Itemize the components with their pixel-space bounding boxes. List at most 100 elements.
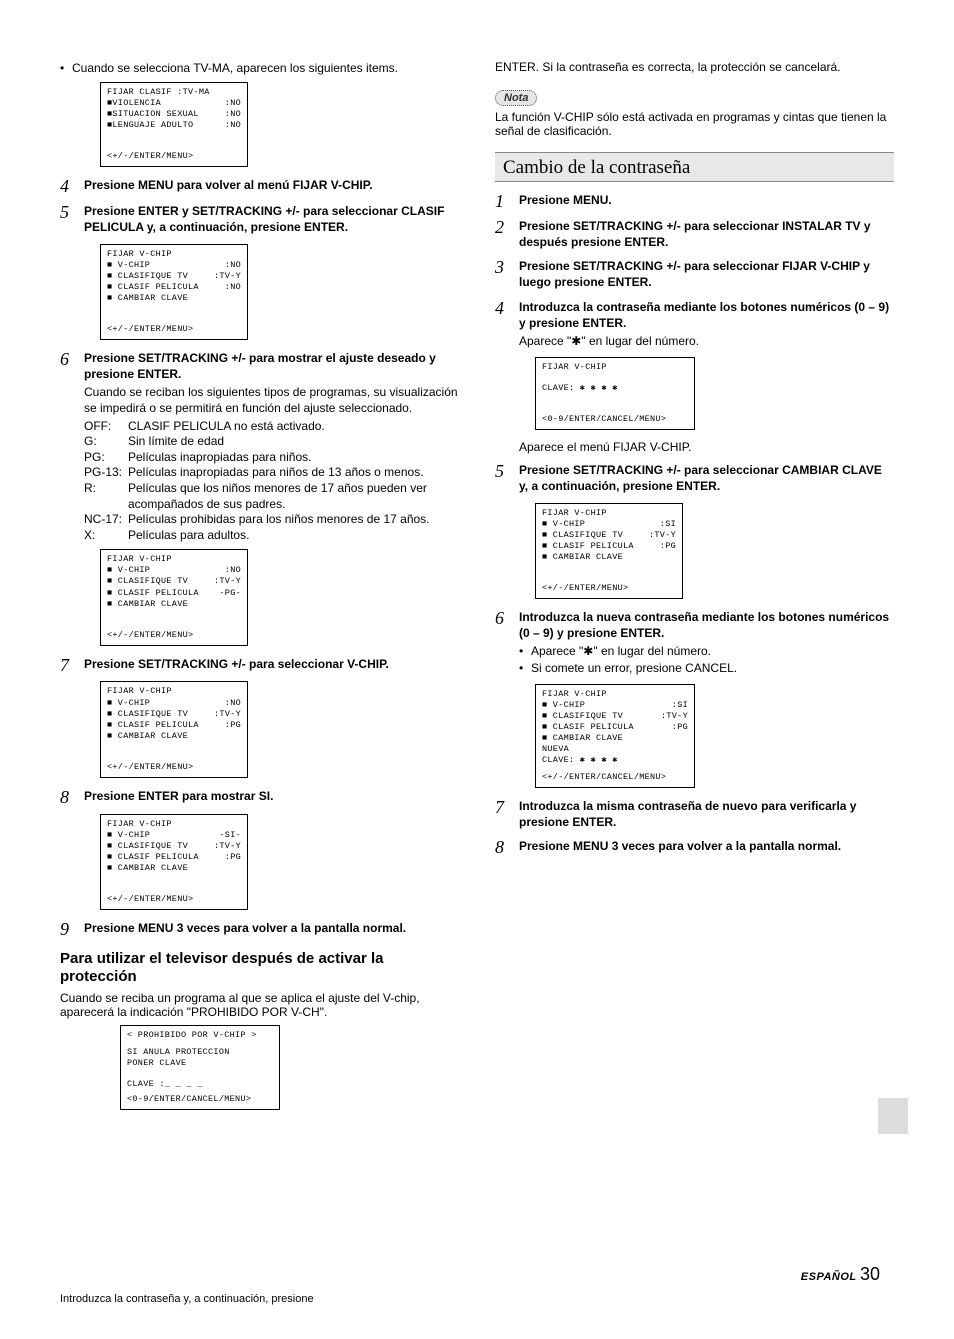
step-number: 6 xyxy=(495,609,519,678)
menu-title: FIJAR V-CHIP xyxy=(542,508,676,519)
step-title: Presione ENTER para mostrar SI. xyxy=(84,788,459,804)
step-title: Presione SET/TRACKING +/- para seleccion… xyxy=(519,462,894,494)
step-9: 9 Presione MENU 3 veces para volver a la… xyxy=(60,920,459,940)
rating-row: PG:Películas inapropiadas para niños. xyxy=(84,450,459,466)
after4-para: Aparece el menú FIJAR V-CHIP. xyxy=(519,440,894,454)
intro-bullet: • Cuando se selecciona TV-MA, aparecen l… xyxy=(60,60,459,76)
menu-row: ■ V-CHIP-SI- xyxy=(107,830,241,841)
menu-title: FIJAR V-CHIP xyxy=(107,249,241,260)
rating-row: NC-17:Películas prohibidas para los niño… xyxy=(84,512,459,528)
menu-footer: <+/-/ENTER/MENU> xyxy=(542,583,676,594)
r-step-5: 5 Presione SET/TRACKING +/- para selecci… xyxy=(495,462,894,496)
menu-title: FIJAR V-CHIP xyxy=(542,362,688,373)
sub-para: Cuando se reciba un programa al que se a… xyxy=(60,991,459,1019)
menu-title: FIJAR V-CHIP xyxy=(107,554,241,565)
rating-row: R:Películas que los niños menores de 17 … xyxy=(84,481,459,512)
menu-row: ■ CLASIFIQUE TV:TV-Y xyxy=(542,711,688,722)
menu-row: ■ CAMBIAR CLAVE xyxy=(107,863,241,874)
menu-footer: <0-9/ENTER/CANCEL/MENU> xyxy=(127,1094,273,1105)
menu-row: ■ CLASIF PELICULA:PG xyxy=(107,720,241,731)
r-step-3: 3 Presione SET/TRACKING +/- para selecci… xyxy=(495,258,894,292)
step-title: Presione SET/TRACKING +/- para mostrar e… xyxy=(84,350,459,382)
step-number: 8 xyxy=(495,838,519,858)
r-step-4: 4 Introduzca la contraseña mediante los … xyxy=(495,299,894,352)
intro-text: Cuando se selecciona TV-MA, aparecen los… xyxy=(72,60,398,76)
step-number: 5 xyxy=(60,203,84,237)
footer-continuation: Introduzca la contraseña y, a continuaci… xyxy=(60,1293,314,1305)
rating-row: PG-13:Películas inapropiadas para niños … xyxy=(84,465,459,481)
step-5: 5 Presione ENTER y SET/TRACKING +/- para… xyxy=(60,203,459,237)
menu-row: ■ CAMBIAR CLAVE xyxy=(107,731,241,742)
menu-footer: <0-9/ENTER/CANCEL/MENU> xyxy=(542,414,688,425)
menu-row: ■ CLASIF PELICULA:PG xyxy=(542,722,688,733)
step-number: 9 xyxy=(60,920,84,940)
cont-para: ENTER. Si la contraseña es correcta, la … xyxy=(495,60,894,74)
page-language: ESPAÑOL xyxy=(801,1271,857,1283)
step-title: Presione MENU 3 veces para volver a la p… xyxy=(519,838,894,854)
menu-row: ■ CLASIFIQUE TV:TV-Y xyxy=(107,709,241,720)
rating-row: OFF:CLASIF PELICULA no está activado. xyxy=(84,419,459,435)
menu-footer: <+/-/ENTER/MENU> xyxy=(107,151,241,162)
menu-clave: FIJAR V-CHIP CLAVE: ✱ ✱ ✱ ✱ <0-9/ENTER/C… xyxy=(535,357,695,430)
menu-prohibido: < PROHIBIDO POR V-CHIP > SI ANULA PROTEC… xyxy=(120,1025,280,1110)
menu-row: ■SITUACION SEXUAL:NO xyxy=(107,109,241,120)
step-number: 4 xyxy=(60,177,84,197)
step-6: 6 Presione SET/TRACKING +/- para mostrar… xyxy=(60,350,459,544)
menu-row: ■ CLASIFIQUE TV:TV-Y xyxy=(107,271,241,282)
bullet-dot-icon: • xyxy=(60,60,72,76)
r-step-2: 2 Presione SET/TRACKING +/- para selecci… xyxy=(495,218,894,252)
step-title: Introduzca la misma contraseña de nuevo … xyxy=(519,798,894,830)
menu-row: ■LENGUAJE ADULTO:NO xyxy=(107,120,241,131)
menu-row: ■ CLASIFIQUE TV:TV-Y xyxy=(542,530,676,541)
menu-footer: <+/-/ENTER/MENU> xyxy=(107,630,241,641)
step-title: Introduzca la nueva contraseña mediante … xyxy=(519,609,894,641)
step-4: 4 Presione MENU para volver al menú FIJA… xyxy=(60,177,459,197)
step-number: 2 xyxy=(495,218,519,252)
menu-row: ■ CLASIF PELICULA-PG- xyxy=(107,588,241,599)
step-title: Presione SET/TRACKING +/- para seleccion… xyxy=(519,258,894,290)
menu-footer: <+/-/ENTER/MENU> xyxy=(107,762,241,773)
menu-row: ■ CLASIF PELICULA:PG xyxy=(107,852,241,863)
bullet-dot-icon: • xyxy=(519,660,531,676)
menu-row: ■ V-CHIP:NO xyxy=(107,565,241,576)
menu-line: NUEVA xyxy=(542,744,688,755)
menu-title: FIJAR V-CHIP xyxy=(107,819,241,830)
menu-row: ■ V-CHIP:SI xyxy=(542,519,676,530)
menu-row: ■ CAMBIAR CLAVE xyxy=(542,733,688,744)
menu-step7: FIJAR V-CHIP ■ V-CHIP:NO ■ CLASIFIQUE TV… xyxy=(100,681,248,777)
step-title: Introduzca la contraseña mediante los bo… xyxy=(519,299,894,331)
menu-line: CLAVE: ✱ ✱ ✱ ✱ xyxy=(542,755,688,766)
step-number: 4 xyxy=(495,299,519,352)
menu-row: ■VIOLENCIA:NO xyxy=(107,98,241,109)
scan-artifact xyxy=(878,1098,908,1134)
left-column: • Cuando se selecciona TV-MA, aparecen l… xyxy=(60,60,459,1120)
step-para: Aparece "✱" en lugar del número. xyxy=(519,333,894,349)
page-number: 30 xyxy=(860,1264,880,1284)
sub-bullet: •Aparece "✱" en lugar del número. xyxy=(519,643,894,659)
rating-row: G:Sin límite de edad xyxy=(84,434,459,450)
menu-line: CLAVE :_ _ _ _ xyxy=(127,1079,273,1090)
step-title: Presione MENU. xyxy=(519,192,894,208)
r-step-6: 6 Introduzca la nueva contraseña mediant… xyxy=(495,609,894,678)
note-label: Nota xyxy=(495,90,537,106)
step-title: Presione ENTER y SET/TRACKING +/- para s… xyxy=(84,203,459,235)
section-banner: Cambio de la contraseña xyxy=(495,152,894,182)
note-para: La función V-CHIP sólo está activada en … xyxy=(495,110,894,138)
step-number: 5 xyxy=(495,462,519,496)
bullet-dot-icon: • xyxy=(519,643,531,659)
step-title: Presione MENU 3 veces para volver a la p… xyxy=(84,920,459,936)
menu-footer: <+/-/ENTER/CANCEL/MENU> xyxy=(542,772,688,783)
menu-line: < PROHIBIDO POR V-CHIP > xyxy=(127,1030,273,1041)
menu-line: PONER CLAVE xyxy=(127,1058,273,1069)
step-title: Presione MENU para volver al menú FIJAR … xyxy=(84,177,459,193)
menu-title: FIJAR V-CHIP xyxy=(107,686,241,697)
menu-line: CLAVE: ✱ ✱ ✱ ✱ xyxy=(542,383,688,394)
menu-step6: FIJAR V-CHIP ■ V-CHIP:NO ■ CLASIFIQUE TV… xyxy=(100,549,248,645)
menu-step8: FIJAR V-CHIP ■ V-CHIP-SI- ■ CLASIFIQUE T… xyxy=(100,814,248,910)
menu-r5: FIJAR V-CHIP ■ V-CHIP:SI ■ CLASIFIQUE TV… xyxy=(535,503,683,599)
sub-bullet: •Si comete un error, presione CANCEL. xyxy=(519,660,894,676)
step-number: 7 xyxy=(495,798,519,832)
step-number: 7 xyxy=(60,656,84,676)
page-marker: ESPAÑOL 30 xyxy=(801,1264,880,1285)
menu-row: ■ V-CHIP:NO xyxy=(107,260,241,271)
